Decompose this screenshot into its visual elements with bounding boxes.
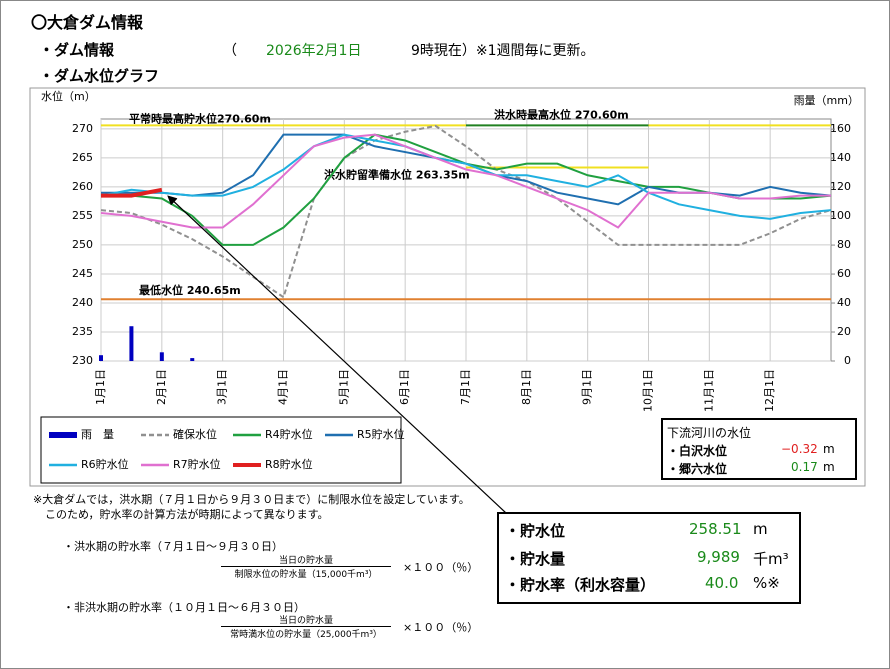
rain-bar: [99, 355, 103, 361]
river-unit: m: [823, 442, 835, 456]
y2-tick-label: 160: [830, 122, 851, 135]
x-tick-label: 12月1日: [763, 369, 776, 412]
y2-tick-label: 60: [837, 267, 851, 280]
denominator: 常時満水位の貯水量（25,000千m³）: [230, 630, 382, 640]
title: 〇大倉ダム情報: [31, 13, 144, 32]
legend-label: 雨 量: [81, 428, 114, 441]
x-tick-label: 2月1日: [155, 369, 168, 405]
series-line: [101, 187, 163, 198]
numerator: 当日の貯水量: [221, 553, 391, 567]
river-value: 0.17: [791, 460, 818, 474]
storage-value: 9,989: [697, 548, 740, 566]
limit-label: 洪水貯留準備水位 263.35m: [324, 167, 470, 181]
legend-swatch: [49, 432, 77, 438]
x-tick-label: 9月1日: [581, 369, 594, 405]
section: ・ダム水位グラフ: [39, 67, 160, 85]
date: 2026年2月1日: [266, 43, 362, 59]
note: ※大倉ダムでは，洪水期（７月１日から９月３０日まで）に制限水位を設定しています。: [33, 493, 470, 506]
rain-bar: [159, 352, 164, 361]
y2-tick-label: 120: [830, 180, 851, 193]
river-name: ・白沢水位: [667, 444, 728, 458]
storage-unit: %※: [753, 574, 780, 592]
y-tick-label: 270: [72, 122, 93, 135]
river-value: −0.32: [781, 442, 818, 456]
numerator: 当日の貯水量: [221, 613, 391, 627]
note: このため，貯水率の計算方法が時期によって異なります。: [45, 508, 329, 521]
limit-label: 洪水時最高水位 270.60m: [494, 107, 629, 121]
y-tick-label: 230: [72, 354, 93, 367]
note: ・洪水期の貯水率（７月１日～９月３０日）: [63, 540, 283, 553]
series-line: [100, 133, 832, 220]
river-box: 下流河川の水位 ・白沢水位 −0.32 m ・郷六水位 0.17 m: [661, 418, 857, 480]
y2-tick-label: 20: [837, 325, 851, 338]
y2-tick-label: 100: [830, 209, 851, 222]
y-tick-label: 260: [72, 180, 93, 193]
storage-value: 258.51: [689, 520, 742, 538]
time: 9時現在）※1週間毎に更新。: [411, 43, 595, 59]
note: ×１００（％）: [403, 621, 479, 634]
denominator: 制限水位の貯水量（15,000千m³）: [234, 570, 378, 580]
legend-frame: [40, 416, 402, 484]
x-tick-label: 11月1日: [702, 369, 715, 412]
storage-name: ・貯水位: [505, 522, 566, 540]
y2-tick-label: 40: [837, 296, 851, 309]
y2-tick-label: 140: [830, 151, 851, 164]
x-tick-label: 7月1日: [459, 369, 472, 405]
y2-tick-label: 80: [837, 238, 851, 251]
legend-label: R6貯水位: [81, 457, 129, 471]
section: ・ダム情報: [39, 41, 115, 59]
river-unit: m: [823, 460, 835, 474]
limit-label: 最低水位 240.65m: [139, 283, 241, 297]
storage-name: ・貯水量: [505, 550, 566, 568]
legend-label: R4貯水位: [265, 427, 313, 441]
river-title: 下流河川の水位: [667, 426, 752, 440]
rain-bar: [129, 326, 134, 361]
x-tick-label: 8月1日: [520, 369, 533, 405]
river-name: ・郷六水位: [667, 462, 728, 476]
note: ・非洪水期の貯水率（１０月１日～６月３０日）: [63, 601, 305, 614]
x-tick-label: 6月1日: [398, 369, 411, 405]
x-tick-label: 4月1日: [277, 369, 290, 405]
legend-label: R5貯水位: [357, 427, 405, 441]
storage-unit: 千m³: [753, 550, 789, 568]
y-tick-label: 240: [72, 296, 93, 309]
legend-label: 確保水位: [173, 427, 217, 441]
x-tick-label: 10月1日: [642, 369, 655, 412]
y2-axis-title: 雨量（mm）: [794, 94, 859, 107]
y-tick-label: 235: [72, 325, 93, 338]
rain-bar: [190, 358, 195, 361]
legend-label: R7貯水位: [173, 457, 221, 471]
storage-box: ・貯水位 258.51 m ・貯水量 9,989 千m³ ・貯水率（利水容量） …: [497, 512, 801, 604]
y-axis-title: 水位（m）: [41, 89, 96, 103]
fraction: 当日の貯水量常時満水位の貯水量（25,000千m³）: [221, 613, 391, 640]
x-tick-label: 5月1日: [337, 369, 350, 405]
paren: （: [223, 43, 237, 59]
y2-tick-label: 0: [844, 354, 851, 367]
y-tick-label: 265: [72, 151, 93, 164]
y-tick-label: 250: [72, 238, 93, 251]
legend-label: R8貯水位: [265, 457, 313, 471]
storage-unit: m: [753, 520, 768, 538]
note: ×１００（％）: [403, 561, 479, 574]
storage-name: ・貯水率（利水容量）: [505, 576, 656, 594]
x-tick-label: 1月1日: [94, 369, 107, 405]
limit-label: 平常時最高貯水位270.60m: [129, 111, 271, 125]
fraction: 当日の貯水量制限水位の貯水量（15,000千m³）: [221, 553, 391, 580]
storage-value: 40.0: [705, 574, 739, 592]
y-tick-label: 245: [72, 267, 93, 280]
y-tick-label: 255: [72, 209, 93, 222]
x-tick-label: 3月1日: [216, 369, 229, 405]
